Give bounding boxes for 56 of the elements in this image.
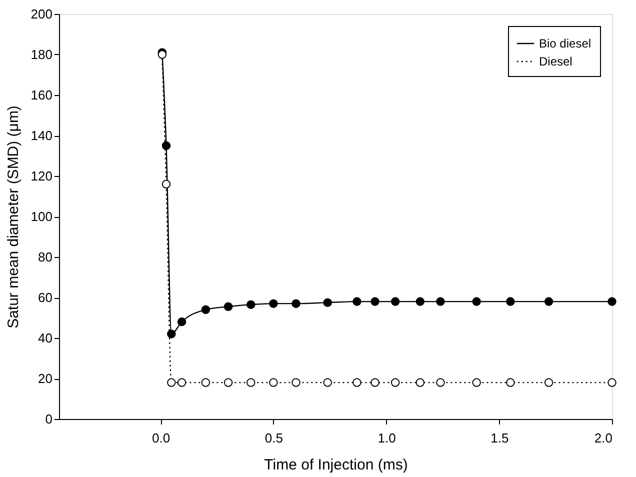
- point: [472, 297, 481, 306]
- point: [370, 297, 380, 306]
- y-tick-label: 80: [38, 250, 52, 264]
- point: [246, 300, 256, 309]
- point: [292, 378, 300, 387]
- point: [436, 378, 445, 387]
- point: [224, 302, 233, 311]
- point: [201, 378, 210, 387]
- point: [292, 299, 300, 308]
- point: [506, 297, 515, 306]
- point: [416, 297, 425, 306]
- x-tick-label: 0.0: [152, 430, 170, 446]
- point: [352, 378, 362, 387]
- y-tick-label: 120: [30, 168, 52, 184]
- point: [544, 297, 554, 306]
- point: [352, 297, 362, 306]
- x-tick-label: 0.5: [264, 430, 283, 446]
- y-tick-label: 180: [30, 47, 52, 62]
- point: [323, 298, 332, 307]
- legend-label: Diesel: [539, 54, 572, 68]
- point: [177, 317, 186, 326]
- point: [201, 305, 210, 314]
- y-tick-label: 200: [30, 6, 52, 22]
- point: [436, 297, 445, 306]
- point: [608, 297, 616, 306]
- x-tick-label: 1.0: [378, 430, 396, 446]
- point: [390, 378, 400, 387]
- point: [472, 378, 481, 387]
- y-tick-label: 20: [38, 371, 52, 386]
- legend-label: Bio diesel: [539, 36, 592, 50]
- point: [506, 378, 515, 387]
- point: [390, 297, 400, 306]
- y-tick-label: 0: [45, 412, 52, 426]
- point: [224, 378, 233, 387]
- point: [177, 378, 186, 387]
- y-tick-label: 160: [30, 88, 52, 102]
- point: [269, 378, 278, 387]
- point: [323, 378, 332, 387]
- point: [162, 141, 171, 150]
- y-tick-label: 60: [38, 290, 52, 305]
- y-tick-label: 140: [30, 128, 52, 143]
- point: [167, 378, 176, 387]
- x-tick-label: 1.5: [490, 430, 509, 446]
- point: [167, 330, 176, 338]
- x-tick-label: 2.0: [594, 430, 612, 446]
- point: [370, 378, 380, 387]
- point: [269, 299, 278, 308]
- point: [544, 378, 554, 387]
- y-tick-label: 40: [38, 330, 52, 346]
- point: [246, 378, 256, 387]
- point: [416, 378, 425, 387]
- y-tick-label: 100: [30, 209, 52, 224]
- x-axis-title: Time of Injection (ms): [264, 456, 408, 474]
- y-axis-title: Satur mean diameter (SMD) (μm): [4, 106, 22, 328]
- point: [608, 378, 616, 387]
- point: [162, 180, 171, 188]
